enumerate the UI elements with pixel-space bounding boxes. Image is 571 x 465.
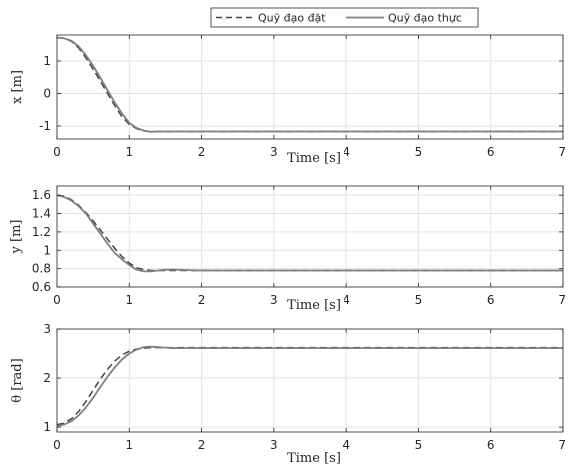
theta-series-actual-line [56,345,563,427]
x-plot-area [57,35,563,139]
theta-y-axis-label: θ [rad] [10,358,25,402]
x-axes-box [56,34,564,140]
y-y-tick-label: 1.6 [32,188,51,202]
theta-y-tick-label: 2 [43,371,51,385]
y-plot-area [57,186,563,287]
y-axes-box [56,185,564,288]
y-series-reference-line [56,194,563,272]
y-x-tick-label: 7 [558,293,566,307]
y-series-actual-line [56,194,563,273]
x-y-tick-label: 1 [43,54,51,68]
x-x-tick-label: 4 [342,145,350,159]
x-x-axis-label: Time [s] [287,151,341,166]
x-x-tick-label: 6 [487,145,495,159]
theta-y-tick-label: 3 [43,322,51,336]
theta-x-tick-label: 3 [270,438,278,452]
theta-x-axis-label: Time [s] [287,451,341,465]
x-x-tick-label: 7 [558,145,566,159]
x-x-tick-label: 3 [270,145,278,159]
y-x-tick-label: 3 [270,293,278,307]
legend-box [210,7,479,28]
y-y-axis-label: y [m] [9,220,24,255]
y-y-tick-label: 1.4 [32,207,51,221]
x-series-actual-line [56,36,563,133]
legend-label-reference: Quỹ đạo đặt [258,12,326,25]
y-x-tick-label: 5 [415,293,423,307]
x-y-tick-label: -1 [39,119,51,133]
x-y-tick-label: 0 [43,87,51,101]
y-x-tick-label: 1 [125,293,133,307]
y-y-tick-label: 1 [43,243,51,257]
y-x-axis-label: Time [s] [287,298,341,313]
theta-x-tick-label: 7 [558,438,566,452]
x-x-tick-label: 2 [198,145,206,159]
theta-x-tick-label: 4 [342,438,350,452]
y-position-plot: 0 1 2 3 4 5 6 7 0.6 0.8 1 1.2 1.4 1.6 Time [s] y [m] [9,185,566,313]
y-y-tick-label: 1.2 [32,225,51,239]
theta-x-tick-label: 6 [487,438,495,452]
theta-x-label-backdrop [284,449,344,465]
theta-y-tick-label: 1 [43,420,51,434]
y-x-tick-label: 6 [487,293,495,307]
legend: Quỹ đạo đặt Quỹ đạo thực [210,7,479,28]
theta-x-tick-label: 2 [198,438,206,452]
theta-axes-box [56,328,564,433]
x-y-axis-label: x [m] [10,70,25,104]
legend-label-actual: Quỹ đạo thực [388,12,462,25]
theta-x-tick-label: 5 [415,438,423,452]
y-x-tick-label: 0 [53,293,61,307]
y-x-label-backdrop [284,296,344,313]
theta-plot-area [57,329,563,432]
x-x-tick-label: 1 [125,145,133,159]
y-y-tick-label: 0.6 [32,280,51,294]
theta-x-tick-label: 1 [125,438,133,452]
x-x-label-backdrop [284,149,344,166]
y-y-tick-label: 0.8 [32,262,51,276]
x-x-tick-label: 0 [53,145,61,159]
x-x-tick-label: 5 [415,145,423,159]
y-x-tick-label: 4 [342,293,350,307]
y-x-tick-label: 2 [198,293,206,307]
theta-x-tick-label: 0 [53,438,61,452]
